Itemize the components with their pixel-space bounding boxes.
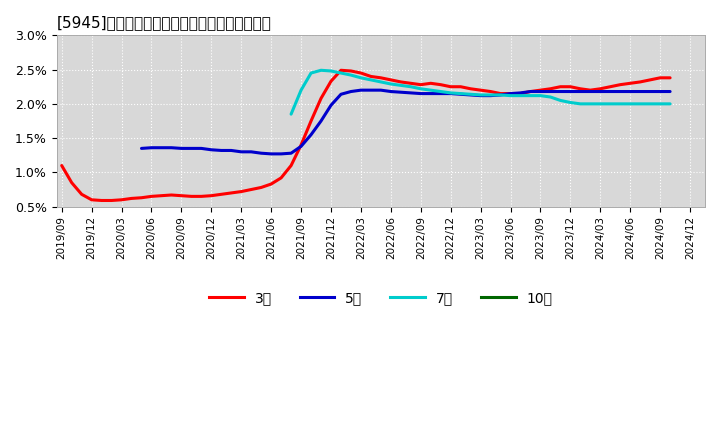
7年 bbox=[446, 90, 455, 95]
7年 bbox=[426, 88, 435, 93]
3年 bbox=[227, 191, 235, 196]
7年 bbox=[666, 101, 675, 106]
7年 bbox=[297, 88, 305, 93]
7年 bbox=[576, 101, 585, 106]
3年 bbox=[97, 198, 106, 203]
7年 bbox=[467, 92, 475, 97]
5年 bbox=[516, 90, 525, 95]
7年 bbox=[556, 98, 564, 103]
7年 bbox=[486, 92, 495, 98]
7年 bbox=[337, 70, 346, 76]
7年 bbox=[596, 101, 605, 106]
5年 bbox=[446, 91, 455, 96]
7年 bbox=[646, 101, 654, 106]
5年 bbox=[467, 92, 475, 98]
Line: 5年: 5年 bbox=[142, 90, 670, 154]
7年 bbox=[356, 75, 365, 81]
Legend: 3年, 5年, 7年, 10年: 3年, 5年, 7年, 10年 bbox=[203, 286, 559, 311]
7年 bbox=[387, 81, 395, 87]
5年 bbox=[666, 89, 675, 94]
5年 bbox=[476, 93, 485, 98]
7年 bbox=[436, 89, 445, 94]
7年 bbox=[407, 84, 415, 89]
3年 bbox=[606, 84, 615, 89]
5年 bbox=[138, 146, 146, 151]
3年 bbox=[117, 197, 126, 202]
7年 bbox=[656, 101, 665, 106]
7年 bbox=[536, 93, 545, 98]
3年 bbox=[58, 163, 66, 168]
7年 bbox=[456, 91, 465, 96]
Text: [5945]　当期純利益マージンの標準偏差の推移: [5945] 当期純利益マージンの標準偏差の推移 bbox=[57, 15, 271, 30]
7年 bbox=[566, 100, 575, 105]
7年 bbox=[416, 86, 425, 92]
7年 bbox=[397, 83, 405, 88]
7年 bbox=[516, 93, 525, 98]
7年 bbox=[377, 79, 385, 84]
7年 bbox=[636, 101, 644, 106]
3年 bbox=[337, 68, 346, 73]
7年 bbox=[526, 93, 535, 98]
7年 bbox=[287, 111, 295, 117]
7年 bbox=[496, 92, 505, 98]
Line: 7年: 7年 bbox=[291, 70, 670, 114]
7年 bbox=[586, 101, 595, 106]
5年 bbox=[227, 148, 235, 153]
7年 bbox=[307, 70, 315, 76]
7年 bbox=[506, 93, 515, 98]
7年 bbox=[616, 101, 624, 106]
3年 bbox=[187, 194, 196, 199]
5年 bbox=[346, 89, 355, 94]
3年 bbox=[377, 75, 385, 81]
7年 bbox=[366, 77, 375, 83]
7年 bbox=[476, 92, 485, 98]
Line: 3年: 3年 bbox=[62, 70, 670, 201]
7年 bbox=[546, 94, 554, 99]
7年 bbox=[606, 101, 615, 106]
3年 bbox=[446, 84, 455, 89]
7年 bbox=[317, 68, 325, 73]
3年 bbox=[666, 75, 675, 81]
5年 bbox=[267, 151, 276, 157]
7年 bbox=[626, 101, 634, 106]
5年 bbox=[356, 88, 365, 93]
7年 bbox=[327, 68, 336, 73]
7年 bbox=[346, 73, 355, 78]
